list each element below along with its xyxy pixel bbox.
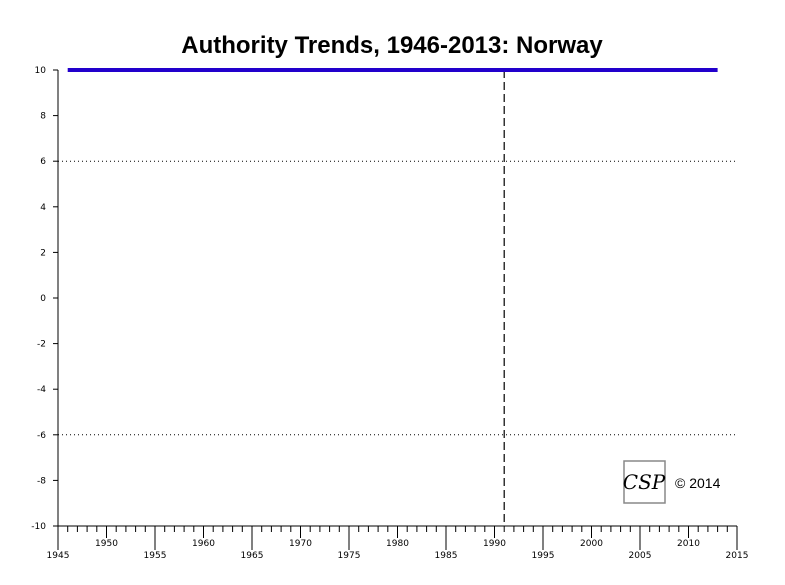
x-tick-label: 2010 (677, 539, 700, 549)
x-tick-label: 1960 (192, 539, 215, 549)
reference-lines (58, 70, 737, 526)
y-tick-label: -2 (37, 340, 46, 350)
y-tick-label: 8 (40, 112, 46, 122)
x-tick-label: 1980 (386, 539, 409, 549)
x-tick-label: 1945 (47, 551, 70, 561)
copyright-text: © 2014 (675, 475, 721, 491)
csp-logo: CSP (623, 460, 666, 504)
y-tick-label: -10 (31, 522, 46, 532)
y-tick-label: 0 (40, 294, 46, 304)
y-tick-label: 4 (40, 203, 46, 213)
y-tick-label: -8 (37, 476, 46, 486)
y-tick-label: 2 (40, 248, 46, 258)
x-tick-label: 2000 (580, 539, 603, 549)
x-tick-label: 1985 (435, 551, 458, 561)
axes: 10 8 6 4 2 0 -2 -4 -6 -8 -10 1945 1950 1955 1960 1965 19… (31, 66, 748, 561)
x-tick-label: 1990 (483, 539, 506, 549)
x-tick-label: 1955 (144, 551, 167, 561)
x-tick-label: 1975 (338, 551, 361, 561)
logo-frame (623, 460, 666, 504)
y-tick-label: -4 (37, 385, 46, 395)
x-tick-label: 2005 (629, 551, 652, 561)
chart-title: Authority Trends, 1946-2013: Norway (181, 32, 603, 59)
x-tick-label: 1995 (532, 551, 555, 561)
logo-text: CSP (623, 470, 666, 494)
x-tick-label: 2015 (726, 551, 749, 561)
y-tick-label: 6 (40, 157, 46, 167)
x-tick-label: 1970 (289, 539, 312, 549)
y-tick-label: 10 (35, 66, 47, 76)
y-tick-label: -6 (37, 431, 46, 441)
x-tick-label: 1965 (241, 551, 264, 561)
x-tick-label: 1950 (95, 539, 118, 549)
